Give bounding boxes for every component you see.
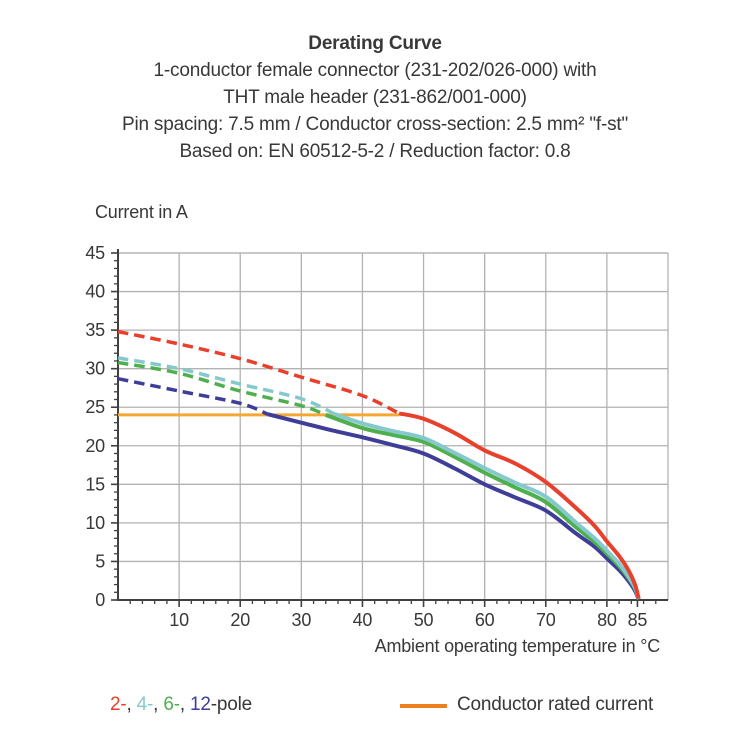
legend-pole-part: , [126, 694, 137, 715]
x-tick-label: 10 [169, 610, 189, 630]
y-tick-label: 25 [85, 397, 105, 417]
chart-subtitle-block: 1-conductor female connector (231-202/02… [0, 57, 750, 165]
x-tick-label: 30 [292, 610, 312, 630]
y-tick-label: 45 [85, 243, 105, 263]
curve-4-pole-dashed [117, 356, 336, 416]
x-tick-label: 70 [536, 610, 556, 630]
y-tick-label: 40 [85, 282, 105, 302]
x-tick-label: 20 [230, 610, 250, 630]
y-tick-label: 10 [85, 513, 105, 533]
y-tick-label: 20 [85, 436, 105, 456]
chart-header: Derating Curve 1-conductor female connec… [0, 30, 750, 165]
y-tick-label: 30 [85, 359, 105, 379]
legend-pole-part: 6- [163, 694, 180, 715]
curve-4-pole-solid [334, 412, 641, 600]
legend-pole-counts: 2-, 4-, 6-, 12-pole [110, 694, 252, 716]
curve-12-pole-solid [267, 412, 641, 601]
x-tick-label: 80 [597, 610, 617, 630]
chart-subtitle-line-2: THT male header (231-862/001-000) [223, 87, 527, 108]
x-tick-label: 60 [475, 610, 495, 630]
y-tick-label: 15 [85, 474, 105, 494]
curve-2-pole-dashed [117, 329, 400, 415]
legend-pole-part: 2- [110, 694, 127, 715]
chart-subtitle-line-4: Based on: EN 60512-5-2 / Reduction facto… [179, 141, 571, 162]
legend-pole-part: , [179, 694, 191, 715]
y-tick-label: 35 [85, 320, 105, 340]
chart-subtitle-line-3: Pin spacing: 7.5 mm / Conductor cross-se… [121, 114, 628, 135]
y-axis-title: Current in A [95, 202, 188, 222]
derating-chart: 10 20 30 40 50 60 70 80 85 0 5 10 15 20 25 30 35 40 45 Ambi… [0, 190, 750, 670]
rated-current-line-swatch [400, 704, 447, 708]
curve-2-pole-solid [398, 411, 641, 599]
chart-title: Derating Curve [308, 33, 442, 54]
curve-12-pole-dashed [117, 376, 269, 416]
legend-row: 2-, 4-, 6-, 12-pole Conductor rated curr… [0, 694, 750, 724]
legend-pole-part: 4- [136, 694, 154, 715]
rated-current-label: Conductor rated current [457, 694, 654, 715]
y-tick-label: 5 [95, 551, 105, 571]
legend-pole-part: , [153, 694, 164, 715]
x-tick-label: 50 [414, 610, 434, 630]
y-tick-label: 0 [95, 590, 105, 610]
legend-rated-current: Conductor rated current [400, 694, 653, 716]
legend-pole-part: -pole [210, 694, 252, 715]
legend-pole-part: 12 [190, 694, 211, 715]
x-tick-label: 85 [628, 610, 648, 630]
chart-subtitle-line-1: 1-conductor female connector (231-202/02… [153, 60, 597, 81]
x-axis-title: Ambient operating temperature in °C [375, 636, 661, 656]
curve-6-pole-dashed [117, 360, 327, 417]
derating-chart-svg: 10 20 30 40 50 60 70 80 85 0 5 10 15 20 25 30 35 40 45 Ambi… [85, 243, 669, 656]
curve-6-pole-solid [325, 413, 641, 600]
x-tick-label: 40 [353, 610, 373, 630]
